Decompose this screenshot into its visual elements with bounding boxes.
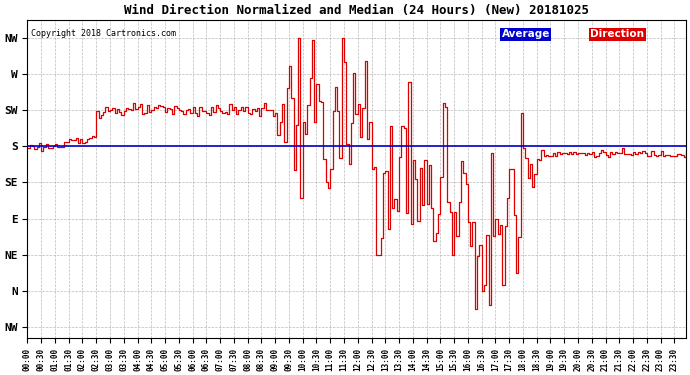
- Title: Wind Direction Normalized and Median (24 Hours) (New) 20181025: Wind Direction Normalized and Median (24…: [124, 4, 589, 17]
- Text: Direction: Direction: [591, 29, 644, 39]
- Text: Average: Average: [502, 29, 550, 39]
- Text: Copyright 2018 Cartronics.com: Copyright 2018 Cartronics.com: [30, 29, 176, 38]
